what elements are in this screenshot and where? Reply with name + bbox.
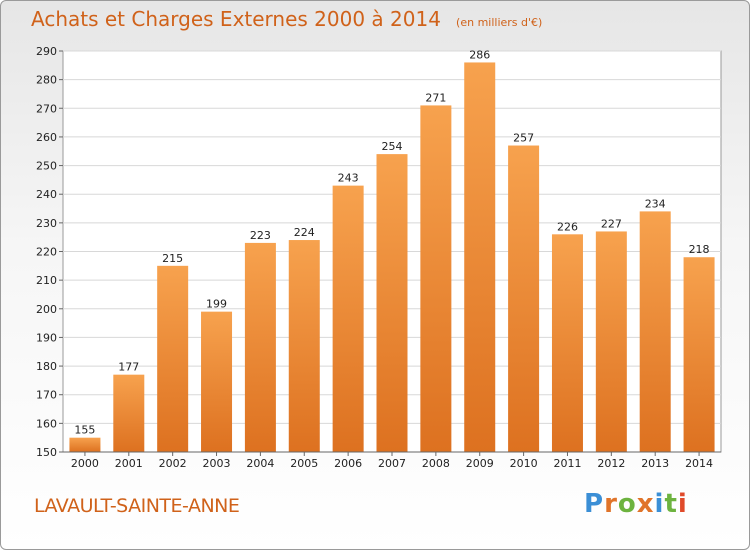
data-label-2008: 271 — [425, 91, 446, 104]
y-tick-label: 220 — [36, 246, 57, 259]
x-tick-label-2010: 2010 — [510, 457, 538, 470]
bar-2001 — [113, 374, 145, 452]
chart-unit-label: (en milliers d'€) — [456, 16, 543, 29]
data-label-2004: 223 — [250, 229, 271, 242]
x-tick-label-2002: 2002 — [159, 457, 187, 470]
y-tick-label: 270 — [36, 102, 57, 115]
y-tick-label: 280 — [36, 74, 57, 87]
chart-title: Achats et Charges Externes 2000 à 2014 (… — [31, 7, 542, 31]
y-tick-label: 150 — [36, 446, 57, 459]
bar-2008 — [420, 105, 452, 453]
data-label-2000: 155 — [74, 424, 95, 437]
x-tick-label-2009: 2009 — [466, 457, 494, 470]
bar-2005 — [288, 240, 320, 452]
y-tick-label: 230 — [36, 217, 57, 230]
y-tick-label: 190 — [36, 331, 57, 344]
bar-2004 — [244, 242, 276, 452]
bar-2013 — [639, 211, 671, 452]
x-tick-label-2004: 2004 — [246, 457, 274, 470]
bar-2007 — [376, 154, 408, 452]
logo-letter: r — [604, 489, 618, 519]
commune-name: LAVAULT-SAINTE-ANNE — [34, 495, 240, 517]
data-label-2001: 177 — [118, 361, 139, 374]
y-tick-label: 200 — [36, 303, 57, 316]
data-label-2002: 215 — [162, 252, 183, 265]
data-label-2014: 218 — [689, 243, 710, 256]
data-label-2011: 226 — [557, 220, 578, 233]
y-tick-label: 290 — [36, 45, 57, 58]
x-tick-label-2005: 2005 — [290, 457, 318, 470]
data-label-2006: 243 — [338, 172, 359, 185]
x-tick-label-2006: 2006 — [334, 457, 362, 470]
proxiti-logo: Proxiti — [584, 489, 688, 519]
logo-letter: t — [664, 489, 678, 519]
bar-2012 — [595, 231, 627, 452]
logo-letter: x — [636, 489, 655, 519]
data-label-2012: 227 — [601, 217, 622, 230]
x-tick-label-2000: 2000 — [71, 457, 99, 470]
y-tick-label: 260 — [36, 131, 57, 144]
chart-title-text: Achats et Charges Externes 2000 à 2014 — [31, 7, 441, 31]
bar-2006 — [332, 185, 364, 452]
bar-2000 — [69, 437, 101, 452]
y-tick-label: 160 — [36, 417, 57, 430]
y-tick-label: 240 — [36, 188, 57, 201]
x-tick-label-2003: 2003 — [203, 457, 231, 470]
data-label-2003: 199 — [206, 298, 227, 311]
bar-2014 — [683, 257, 715, 452]
x-tick-label-2007: 2007 — [378, 457, 406, 470]
bar-2011 — [551, 234, 583, 452]
y-tick-label: 250 — [36, 160, 57, 173]
data-label-2009: 286 — [469, 48, 490, 61]
logo-letter: i — [654, 489, 665, 519]
data-label-2010: 257 — [513, 132, 534, 145]
bar-2002 — [157, 265, 189, 452]
y-tick-label: 170 — [36, 389, 57, 402]
x-tick-label-2001: 2001 — [115, 457, 143, 470]
data-label-2005: 224 — [294, 226, 315, 239]
y-tick-label: 180 — [36, 360, 57, 373]
logo-letter: o — [617, 489, 637, 519]
x-tick-label-2014: 2014 — [685, 457, 713, 470]
x-tick-label-2013: 2013 — [641, 457, 669, 470]
y-tick-label: 210 — [36, 274, 57, 287]
x-tick-label-2012: 2012 — [597, 457, 625, 470]
data-label-2013: 234 — [645, 197, 666, 210]
bar-2010 — [508, 145, 540, 452]
x-tick-label-2008: 2008 — [422, 457, 450, 470]
data-label-2007: 254 — [382, 140, 403, 153]
bar-2003 — [201, 311, 233, 452]
bar-2009 — [464, 62, 496, 452]
logo-letter: P — [584, 489, 605, 519]
logo-letter: i — [677, 489, 688, 519]
x-tick-label-2011: 2011 — [553, 457, 581, 470]
